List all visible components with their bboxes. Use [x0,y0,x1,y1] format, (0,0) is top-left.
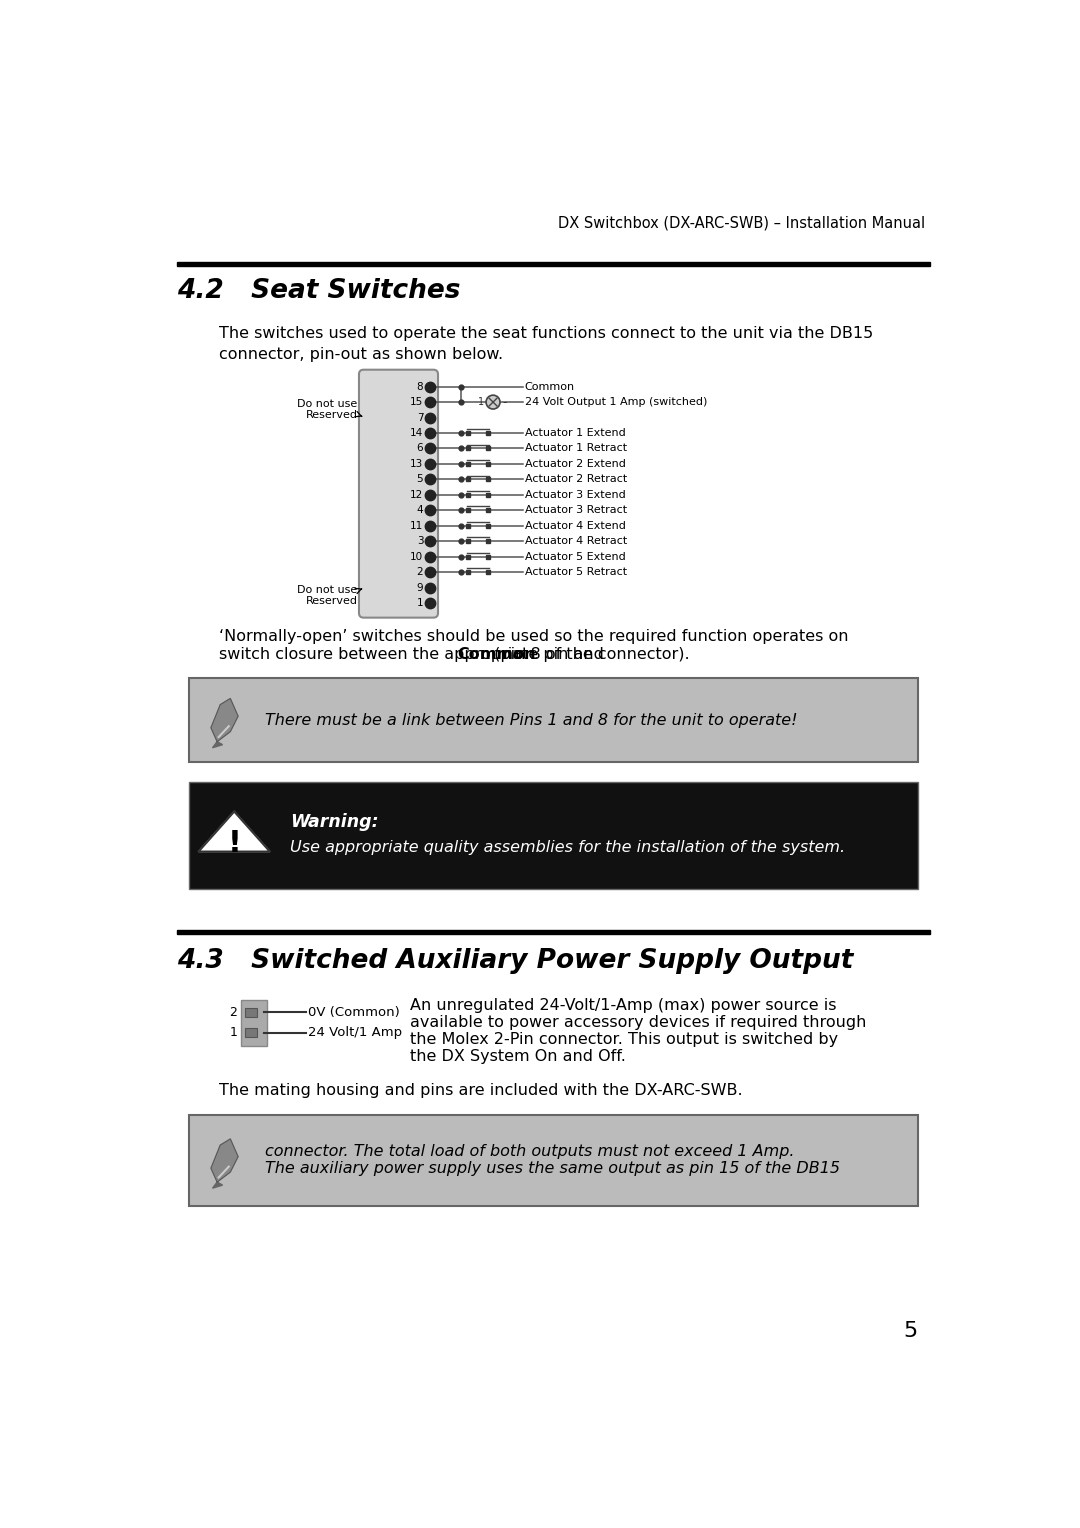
Text: Do not use: Do not use [297,585,357,594]
Text: Actuator 4 Extend: Actuator 4 Extend [525,521,625,530]
Text: connector. The total load of both outputs must not exceed 1 Amp.: connector. The total load of both output… [266,1144,795,1158]
Text: 9: 9 [417,582,423,593]
Bar [189,782,918,889]
Polygon shape [213,1183,222,1189]
Text: Warning:: Warning: [291,813,379,831]
Text: 1: 1 [229,1027,238,1039]
Text: available to power accessory devices if required through: available to power accessory devices if … [410,1015,866,1030]
Text: 12: 12 [410,490,423,500]
Text: DX Switchbox (DX-ARC-SWB) – Installation Manual: DX Switchbox (DX-ARC-SWB) – Installation… [558,215,926,231]
Text: -: - [502,396,507,408]
Text: Actuator 2 Retract: Actuator 2 Retract [525,474,627,484]
Text: Actuator 5 Extend: Actuator 5 Extend [525,552,625,562]
Polygon shape [199,811,270,851]
Text: The switches used to operate the seat functions connect to the unit via the DB15: The switches used to operate the seat fu… [218,325,873,362]
Text: Reserved: Reserved [306,410,357,420]
Text: the Molex 2-Pin connector. This output is switched by: the Molex 2-Pin connector. This output i… [410,1031,838,1047]
Text: 4.3   Switched Auxiliary Power Supply Output: 4.3 Switched Auxiliary Power Supply Outp… [177,947,853,973]
Text: 8: 8 [417,382,423,391]
Text: Actuator 2 Extend: Actuator 2 Extend [525,458,625,469]
Text: 2: 2 [229,1005,238,1019]
Text: Actuator 4 Retract: Actuator 4 Retract [525,536,627,545]
Text: Actuator 1 Extend: Actuator 1 Extend [525,428,625,439]
Polygon shape [211,1138,238,1183]
Text: 4.2   Seat Switches: 4.2 Seat Switches [177,278,460,304]
Bar [177,261,930,266]
Text: switch closure between the appropriate pin and: switch closure between the appropriate p… [218,646,609,662]
Text: 24 Volt/1 Amp: 24 Volt/1 Amp [308,1027,402,1039]
Bar [177,931,930,934]
Text: 3: 3 [417,536,423,545]
Text: 4: 4 [417,506,423,515]
Text: !: ! [227,828,241,857]
FancyBboxPatch shape [359,370,438,617]
Text: Common: Common [525,382,575,391]
Text: 11: 11 [410,521,423,530]
Bar [245,1008,257,1018]
Text: Actuator 3 Extend: Actuator 3 Extend [525,490,625,500]
Bar [241,999,267,1045]
Text: Actuator 3 Retract: Actuator 3 Retract [525,506,627,515]
Text: Common: Common [457,646,536,662]
Text: 0V (Common): 0V (Common) [308,1005,400,1019]
Text: An unregulated 24-Volt/1-Amp (max) power source is: An unregulated 24-Volt/1-Amp (max) power… [410,998,837,1013]
Text: Reserved: Reserved [306,596,357,605]
Text: Actuator 5 Retract: Actuator 5 Retract [525,567,627,578]
Text: 7: 7 [417,413,423,423]
Bar [245,1028,257,1038]
Polygon shape [213,741,222,747]
Text: Use appropriate quality assemblies for the installation of the system.: Use appropriate quality assemblies for t… [291,839,846,854]
Text: 10: 10 [410,552,423,562]
Text: (pin 8 of the connector).: (pin 8 of the connector). [489,646,690,662]
Text: 14: 14 [410,428,423,439]
Text: The mating housing and pins are included with the DX-ARC-SWB.: The mating housing and pins are included… [218,1083,742,1097]
Bar [189,1115,918,1206]
Text: 1: 1 [417,597,423,608]
Text: 13: 13 [410,458,423,469]
Text: 5: 5 [904,1320,918,1340]
Text: 5: 5 [417,474,423,484]
Text: 24 Volt Output 1 Amp (switched): 24 Volt Output 1 Amp (switched) [525,397,707,406]
Text: There must be a link between Pins 1 and 8 for the unit to operate!: There must be a link between Pins 1 and … [266,712,798,727]
Text: 6: 6 [417,443,423,454]
Text: Actuator 1 Retract: Actuator 1 Retract [525,443,627,454]
Text: the DX System On and Off.: the DX System On and Off. [410,1048,626,1063]
Bar [189,678,918,761]
Polygon shape [211,698,238,741]
Text: Do not use: Do not use [297,399,357,410]
Text: 2: 2 [417,567,423,578]
Text: ‘Normally-open’ switches should be used so the required function operates on: ‘Normally-open’ switches should be used … [218,628,848,643]
Circle shape [486,396,500,410]
Text: 1: 1 [477,397,484,406]
Text: 15: 15 [410,397,423,406]
Text: The auxiliary power supply uses the same output as pin 15 of the DB15: The auxiliary power supply uses the same… [266,1161,840,1175]
